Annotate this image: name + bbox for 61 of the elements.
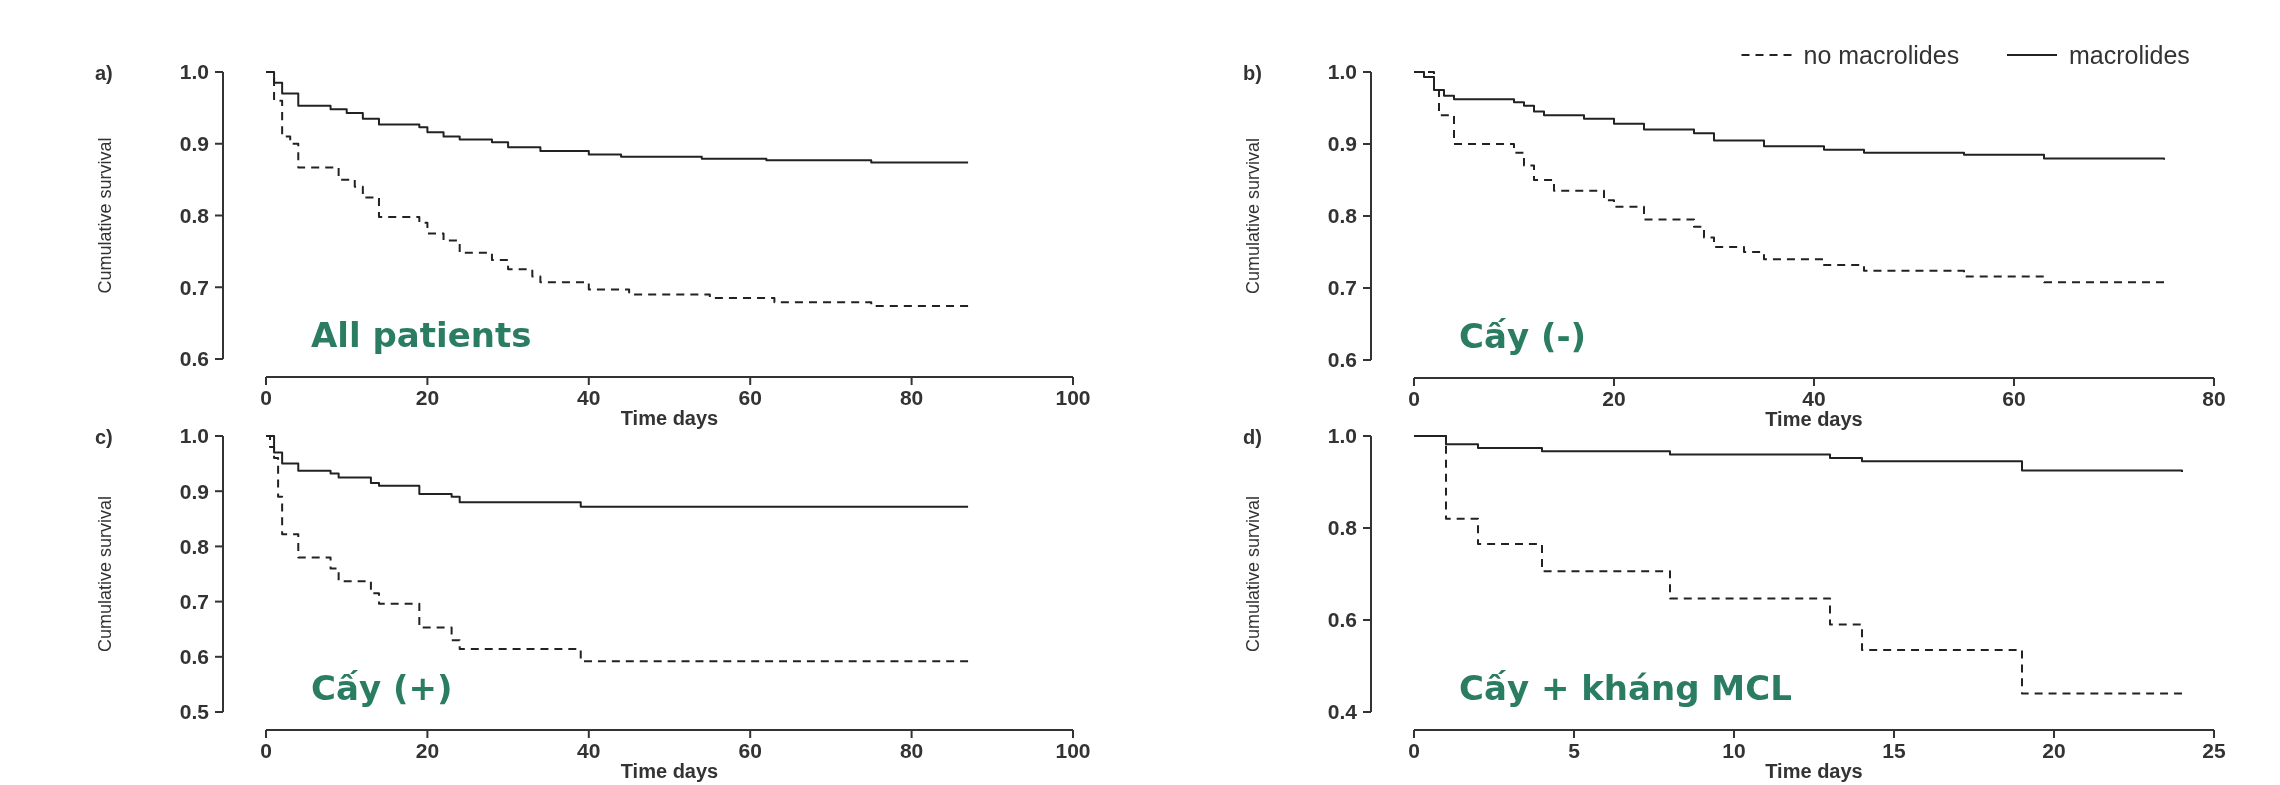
- x-tick-label: 80: [899, 739, 924, 762]
- x-axis-title: Time days: [620, 760, 719, 782]
- y-axis-title: Cumulative survival: [1243, 495, 1263, 653]
- y-tick-label: 0.7: [1327, 276, 1357, 300]
- text: b): [1243, 62, 1262, 84]
- x-tick-label: 100: [1055, 739, 1091, 762]
- x-tick-label: 0: [1408, 739, 1420, 762]
- x-tick-label: 5: [1568, 739, 1581, 762]
- y-tick-label: 0.4: [1327, 700, 1358, 724]
- x-tick-label: 0: [260, 739, 272, 762]
- y-tick-label: 1.0: [179, 60, 209, 84]
- x-tick-label: 20: [1602, 387, 1626, 410]
- y-tick-label: 0.8: [179, 203, 210, 227]
- y-axis-title: Cumulative survival: [95, 495, 115, 653]
- y-tick-label: 1.0: [179, 424, 209, 448]
- y-tick-label: 1.0: [1327, 424, 1357, 448]
- x-tick-label: 20: [2042, 739, 2066, 762]
- y-tick-label: 0.6: [179, 645, 209, 669]
- legend-label: no macrolides: [1803, 41, 1960, 69]
- y-tick-label: 0.9: [179, 479, 209, 503]
- x-tick-label: 25: [2202, 739, 2226, 762]
- text: a): [95, 62, 113, 84]
- annotation: All patients: [311, 315, 532, 355]
- x-tick-label: 60: [738, 386, 762, 409]
- text: c): [95, 426, 113, 448]
- y-tick-label: 1.0: [1327, 60, 1357, 84]
- y-tick-label: 0.8: [1327, 516, 1358, 540]
- y-tick-label: 0.8: [1327, 204, 1358, 228]
- annotation: Cấy + kháng MCL: [1459, 668, 1792, 708]
- x-tick-label: 0: [260, 386, 272, 409]
- y-axis-title: Cumulative survival: [1243, 137, 1263, 295]
- x-tick-label: 40: [1802, 387, 1826, 410]
- y-tick-label: 0.5: [179, 700, 210, 724]
- y-tick-label: 0.9: [179, 132, 209, 156]
- x-tick-label: 80: [2202, 387, 2226, 410]
- x-tick-label: 20: [415, 739, 440, 762]
- x-tick-label: 60: [738, 739, 762, 762]
- y-tick-label: 0.9: [1327, 132, 1357, 156]
- x-tick-label: 40: [577, 739, 601, 762]
- y-tick-label: 0.6: [1327, 608, 1357, 632]
- x-axis-title: Time days: [1765, 408, 1863, 430]
- y-tick-label: 0.6: [1327, 348, 1357, 372]
- y-axis-title: Cumulative survival: [95, 137, 115, 294]
- y-tick-label: 0.8: [179, 534, 210, 558]
- legend-label: macrolides: [2069, 41, 2190, 69]
- x-axis-title: Time days: [620, 407, 719, 429]
- y-tick-label: 0.7: [179, 589, 209, 613]
- x-tick-label: 60: [2002, 387, 2026, 410]
- x-tick-label: 100: [1055, 386, 1091, 409]
- y-tick-label: 0.7: [179, 275, 209, 299]
- x-axis-title: Time days: [1765, 760, 1863, 782]
- x-tick-label: 0: [1408, 387, 1420, 410]
- x-tick-label: 10: [1722, 739, 1746, 762]
- annotation: Cấy (+): [311, 668, 453, 708]
- x-tick-label: 80: [899, 386, 924, 409]
- annotation: Cấy (-): [1459, 316, 1587, 356]
- x-tick-label: 40: [577, 386, 601, 409]
- text: d): [1243, 426, 1262, 448]
- y-tick-label: 0.6: [179, 347, 209, 371]
- x-tick-label: 15: [1882, 739, 1906, 762]
- x-tick-label: 20: [415, 386, 440, 409]
